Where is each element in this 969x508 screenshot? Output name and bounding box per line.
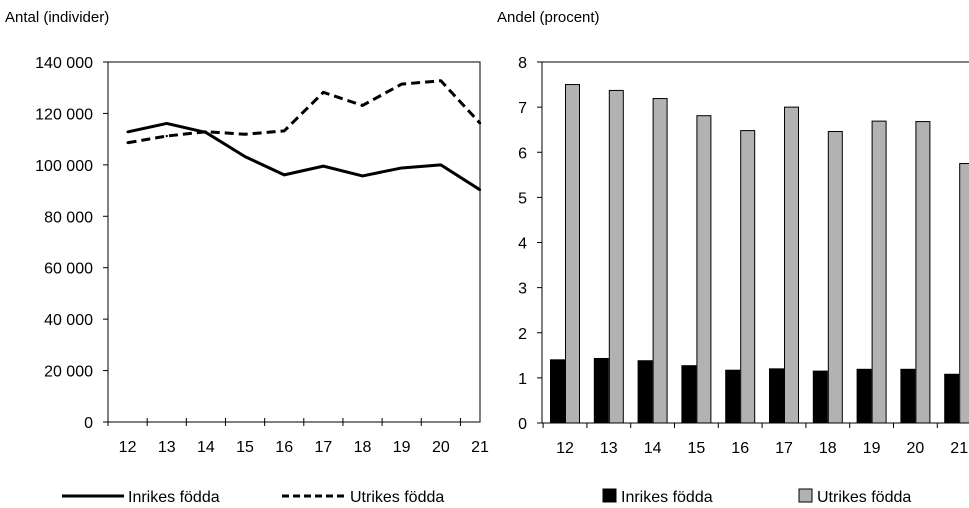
right-y-tick-label: 1: [518, 371, 527, 388]
legend-swatch-utrikes-fodda: [798, 488, 813, 503]
right-x-tick-label: 13: [600, 440, 618, 457]
data-point: [478, 188, 482, 191]
right-y-tick-label: 6: [518, 145, 527, 162]
bar-utrikes-fodda: [696, 115, 712, 424]
data-point: [478, 122, 482, 125]
bar-utrikes-fodda: [608, 89, 624, 424]
left-x-tick-label: 20: [432, 439, 450, 456]
left-x-tick-label: 19: [393, 439, 411, 456]
bar-utrikes-fodda: [827, 130, 843, 424]
right-y-tick-label: 0: [518, 416, 527, 433]
bar-utrikes-fodda: [740, 130, 756, 424]
bar-utrikes-fodda: [959, 163, 969, 424]
left-x-tick-label: 17: [314, 439, 332, 456]
data-point: [400, 166, 403, 170]
left-x-tick-label: 13: [158, 439, 176, 456]
left-chart-unit-label: Antal (individer): [5, 9, 110, 26]
legend-label-inrikes-fodda: Inrikes födda: [128, 489, 220, 506]
bar-utrikes-fodda: [565, 84, 580, 424]
left-x-tick-label: 12: [119, 439, 137, 456]
right-x-tick-label: 20: [907, 440, 925, 457]
data-point: [439, 163, 443, 167]
right-y-tick-label: 5: [518, 190, 527, 207]
right-x-tick-label: 19: [863, 440, 881, 457]
bar-inrikes-fodda: [944, 373, 960, 424]
right-y-tick-label: 8: [518, 55, 527, 72]
series-line-inrikes-födda: [127, 121, 481, 192]
left-y-tick-label: 60 000: [44, 261, 93, 278]
bar-inrikes-fodda: [900, 368, 916, 424]
data-point: [283, 173, 286, 177]
left-y-tick-label: 80 000: [44, 209, 93, 226]
left-x-tick-label: 18: [354, 439, 372, 456]
bar-inrikes-fodda: [593, 357, 609, 424]
left-y-tick-label: 40 000: [44, 312, 93, 329]
data-point: [126, 130, 129, 134]
left-y-tick-label: 100 000: [35, 158, 93, 175]
data-point: [439, 79, 443, 82]
right-x-tick-label: 17: [775, 440, 793, 457]
data-point: [322, 164, 325, 168]
data-point: [243, 155, 247, 158]
bar-utrikes-fodda: [652, 98, 668, 424]
legend-label-utrikes-fodda: Utrikes födda: [817, 489, 911, 506]
right-x-tick-label: 21: [950, 440, 968, 457]
bar-inrikes-fodda: [812, 370, 828, 424]
bar-utrikes-fodda: [871, 120, 887, 424]
legend-label-inrikes-fodda: Inrikes födda: [621, 489, 713, 506]
bar-inrikes-fodda: [769, 368, 784, 424]
right-y-tick-label: 4: [518, 236, 527, 253]
right-x-tick-label: 15: [688, 440, 706, 457]
data-point: [283, 129, 286, 133]
bar-inrikes-fodda: [856, 368, 872, 424]
data-point: [204, 130, 208, 133]
data-point: [322, 91, 325, 94]
data-point: [243, 133, 247, 136]
left-y-tick-label: 0: [84, 415, 93, 432]
legend-label-utrikes-fodda: Utrikes födda: [350, 489, 444, 506]
bar-utrikes-fodda: [784, 106, 799, 424]
bar-inrikes-fodda: [725, 369, 741, 424]
data-point: [361, 104, 364, 107]
left-y-tick-label: 140 000: [35, 55, 93, 72]
right-y-tick-label: 2: [518, 326, 527, 343]
left-y-tick-label: 20 000: [44, 364, 93, 381]
right-chart-unit-label: Andel (procent): [497, 9, 600, 26]
legend-swatch-inrikes-fodda: [602, 488, 617, 503]
bar-inrikes-fodda: [550, 359, 565, 424]
right-x-tick-label: 12: [556, 440, 574, 457]
left-x-tick-label: 15: [236, 439, 254, 456]
series-line-utrikes-födda: [127, 79, 482, 145]
left-x-tick-label: 21: [471, 439, 489, 456]
left-plot-frame: [107, 61, 481, 423]
data-point: [400, 82, 403, 86]
left-x-tick-label: 14: [197, 439, 215, 456]
right-y-tick-label: 7: [518, 100, 527, 117]
left-line-chart: 0 20 000 40 000 60 000 80 000 100 000 120 000 1…: [35, 55, 489, 506]
left-x-tick-label: 16: [275, 439, 293, 456]
data-point: [165, 122, 168, 125]
right-x-tick-label: 14: [644, 440, 662, 457]
right-x-tick-label: 18: [819, 440, 837, 457]
data-point: [165, 134, 168, 138]
data-point: [361, 174, 364, 178]
bar-utrikes-fodda: [915, 121, 931, 424]
right-x-tick-label: 16: [731, 440, 749, 457]
bar-inrikes-fodda: [637, 360, 653, 424]
left-y-tick-label: 120 000: [35, 106, 93, 123]
data-point: [126, 141, 129, 144]
right-y-tick-label: 3: [518, 281, 527, 298]
bar-inrikes-fodda: [681, 365, 697, 424]
